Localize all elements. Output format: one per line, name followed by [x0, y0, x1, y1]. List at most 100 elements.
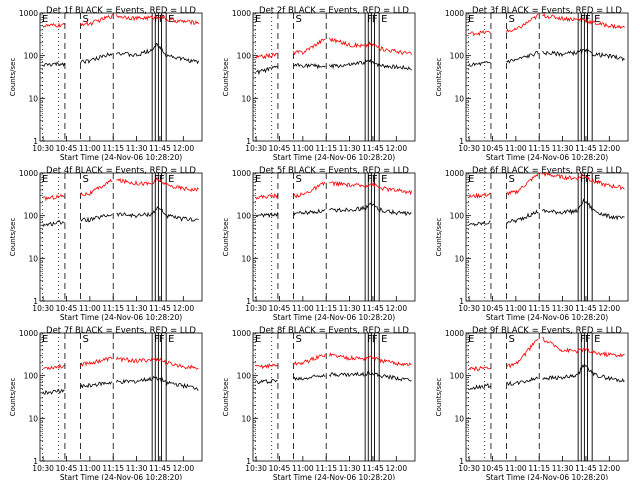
- detector-panel: Det 3f BLACK = Events, RED = LLD 1 10 100 10…: [435, 6, 629, 162]
- y-tick-label: 100: [237, 372, 252, 381]
- event-marker-label: F: [159, 334, 165, 345]
- x-tick-label: 10:45: [482, 144, 504, 153]
- x-axis-label: Start Time (24-Nov-06 10:28:20): [273, 153, 395, 162]
- x-tick-label: 10:30: [245, 304, 267, 313]
- plot-frame: [252, 332, 416, 462]
- events-series-line: [468, 60, 491, 67]
- lld-series-line: [468, 29, 491, 37]
- lld-series-line: [468, 192, 491, 199]
- x-tick-label: 10:30: [245, 464, 267, 473]
- y-tick-label: 1: [246, 137, 251, 146]
- x-tick-label: 11:00: [79, 304, 101, 313]
- event-marker-label: E: [468, 334, 474, 345]
- y-tick-label: 1000: [445, 329, 464, 338]
- y-tick-label: 10: [28, 254, 38, 263]
- event-marker-label: F: [372, 334, 378, 345]
- x-tick-label: 11:30: [126, 304, 148, 313]
- y-tick-label: 1: [33, 457, 38, 466]
- x-tick-label: 10:45: [56, 464, 78, 473]
- lld-series-line: [329, 180, 412, 196]
- event-marker-label: F: [367, 334, 373, 345]
- x-tick-label: 11:30: [339, 464, 361, 473]
- y-tick-label: 100: [237, 212, 252, 221]
- plot-frame: [39, 332, 203, 462]
- detector-panel: Det 7f BLACK = Events, RED = LLD 1 10 100 10…: [9, 326, 203, 480]
- y-tick-label: 10: [241, 414, 251, 423]
- x-tick-label: 10:30: [32, 464, 54, 473]
- x-tick-label: 10:45: [482, 464, 504, 473]
- event-marker-label: F: [159, 174, 165, 185]
- x-tick-label: 12:00: [385, 464, 407, 473]
- y-tick-label: 100: [24, 212, 39, 221]
- x-tick-label: 10:45: [269, 144, 291, 153]
- y-tick-label: 1: [33, 137, 38, 146]
- detector-panel: Det 8f BLACK = Events, RED = LLD 1 10 100 10…: [222, 326, 416, 480]
- panel-title: Det 3f BLACK = Events, RED = LLD: [472, 6, 622, 16]
- y-tick-label: 100: [450, 212, 465, 221]
- lld-series-line: [255, 52, 278, 60]
- y-axis-label: Counts/sec: [9, 378, 17, 417]
- lld-series-line: [328, 352, 412, 367]
- x-tick-label: 12:00: [385, 144, 407, 153]
- y-tick-label: 1: [459, 297, 464, 306]
- panel-title: Det 1f BLACK = Events, RED = LLD: [46, 6, 196, 16]
- y-tick-label: 10: [241, 94, 251, 103]
- x-tick-label: 11:00: [79, 464, 101, 473]
- lld-series-line: [115, 356, 199, 370]
- y-tick-label: 100: [24, 52, 39, 61]
- y-axis-label: Counts/sec: [222, 218, 230, 257]
- event-marker-label: E: [594, 14, 600, 25]
- x-tick-label: 11:30: [339, 144, 361, 153]
- panel-title: Det 7f BLACK = Events, RED = LLD: [46, 326, 196, 336]
- x-tick-label: 12:00: [172, 304, 194, 313]
- lld-series-line: [255, 192, 278, 200]
- event-marker-label: E: [468, 174, 474, 185]
- y-axis-label: Counts/sec: [9, 58, 17, 97]
- event-marker-label: F: [367, 14, 373, 25]
- y-tick-label: 1000: [445, 169, 464, 178]
- x-axis-label: Start Time (24-Nov-06 10:28:20): [60, 153, 182, 162]
- y-tick-label: 10: [454, 94, 464, 103]
- event-marker-label: F: [159, 14, 165, 25]
- events-series-line: [80, 52, 113, 65]
- y-axis-label: Counts/sec: [222, 378, 230, 417]
- x-tick-label: 10:45: [269, 464, 291, 473]
- panel-title: Det 8f BLACK = Events, RED = LLD: [259, 326, 409, 336]
- y-tick-label: 10: [454, 254, 464, 263]
- x-tick-label: 11:30: [552, 304, 574, 313]
- y-tick-label: 1: [459, 457, 464, 466]
- events-series-line: [255, 212, 278, 219]
- x-axis-label: Start Time (24-Nov-06 10:28:20): [60, 313, 182, 322]
- events-series-line: [506, 376, 539, 386]
- lld-series-line: [43, 363, 65, 370]
- x-tick-label: 11:30: [339, 304, 361, 313]
- event-marker-label: E: [381, 14, 387, 25]
- lld-series-line: [255, 362, 278, 370]
- events-series-line: [255, 65, 278, 76]
- event-marker-label: S: [296, 334, 302, 345]
- plot-frame: [465, 172, 629, 302]
- x-tick-label: 11:45: [149, 304, 171, 313]
- lld-series-line: [541, 172, 625, 191]
- x-tick-label: 10:45: [269, 304, 291, 313]
- x-tick-label: 11:30: [552, 464, 574, 473]
- detector-panel: Det 6f BLACK = Events, RED = LLD 1 10 100 10…: [435, 166, 629, 322]
- events-series-line: [328, 58, 412, 71]
- detector-panel: Det 2f BLACK = Events, RED = LLD 1 10 100 10…: [222, 6, 416, 162]
- events-series-line: [42, 219, 65, 227]
- panel-title: Det 4f BLACK = Events, RED = LLD: [46, 166, 196, 176]
- y-tick-label: 100: [237, 52, 252, 61]
- event-marker-label: E: [255, 14, 261, 25]
- y-tick-label: 1000: [232, 329, 251, 338]
- lld-series-line: [115, 14, 199, 26]
- y-tick-label: 100: [24, 372, 39, 381]
- lld-series-line: [506, 14, 539, 33]
- events-series-line: [542, 362, 625, 383]
- x-tick-label: 12:00: [172, 144, 194, 153]
- detector-panel: Det 5f BLACK = Events, RED = LLD 1 10 100 10…: [222, 166, 416, 322]
- plot-frame: [465, 12, 629, 142]
- events-series-line: [255, 378, 278, 385]
- panel-title: Det 6f BLACK = Events, RED = LLD: [472, 166, 622, 176]
- x-tick-label: 12:00: [598, 144, 620, 153]
- y-tick-label: 1000: [19, 9, 38, 18]
